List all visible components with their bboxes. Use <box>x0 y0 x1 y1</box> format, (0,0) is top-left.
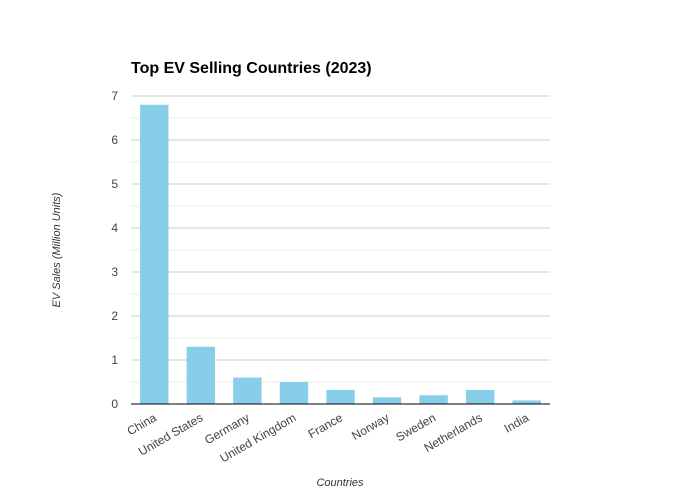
y-tick-label: 4 <box>111 221 118 235</box>
x-tick-label: Norway <box>349 410 391 442</box>
x-tick-label: France <box>306 410 346 441</box>
bar <box>233 377 262 404</box>
bar <box>140 104 169 405</box>
bar <box>326 389 355 404</box>
y-tick-label: 2 <box>111 309 118 323</box>
bars <box>140 104 541 405</box>
y-axis-title: EV Sales (Million Units) <box>51 192 63 307</box>
x-tick-label: India <box>502 410 532 435</box>
y-tick-label: 6 <box>111 133 118 147</box>
bar <box>372 397 402 404</box>
y-tick-label: 1 <box>111 353 118 367</box>
bar <box>419 395 448 404</box>
y-tick-label: 3 <box>111 265 118 279</box>
chart-title: Top EV Selling Countries (2023) <box>131 60 372 77</box>
x-tick-label: China <box>125 410 159 438</box>
x-axis-title: Countries <box>316 477 364 489</box>
y-tick-label: 7 <box>111 89 118 103</box>
y-tick-label: 5 <box>111 177 118 191</box>
bar <box>186 346 216 404</box>
y-tick-label: 0 <box>111 397 118 411</box>
bar <box>512 400 541 404</box>
bar <box>279 382 309 404</box>
bar <box>465 389 495 404</box>
grid-lines <box>131 95 550 383</box>
